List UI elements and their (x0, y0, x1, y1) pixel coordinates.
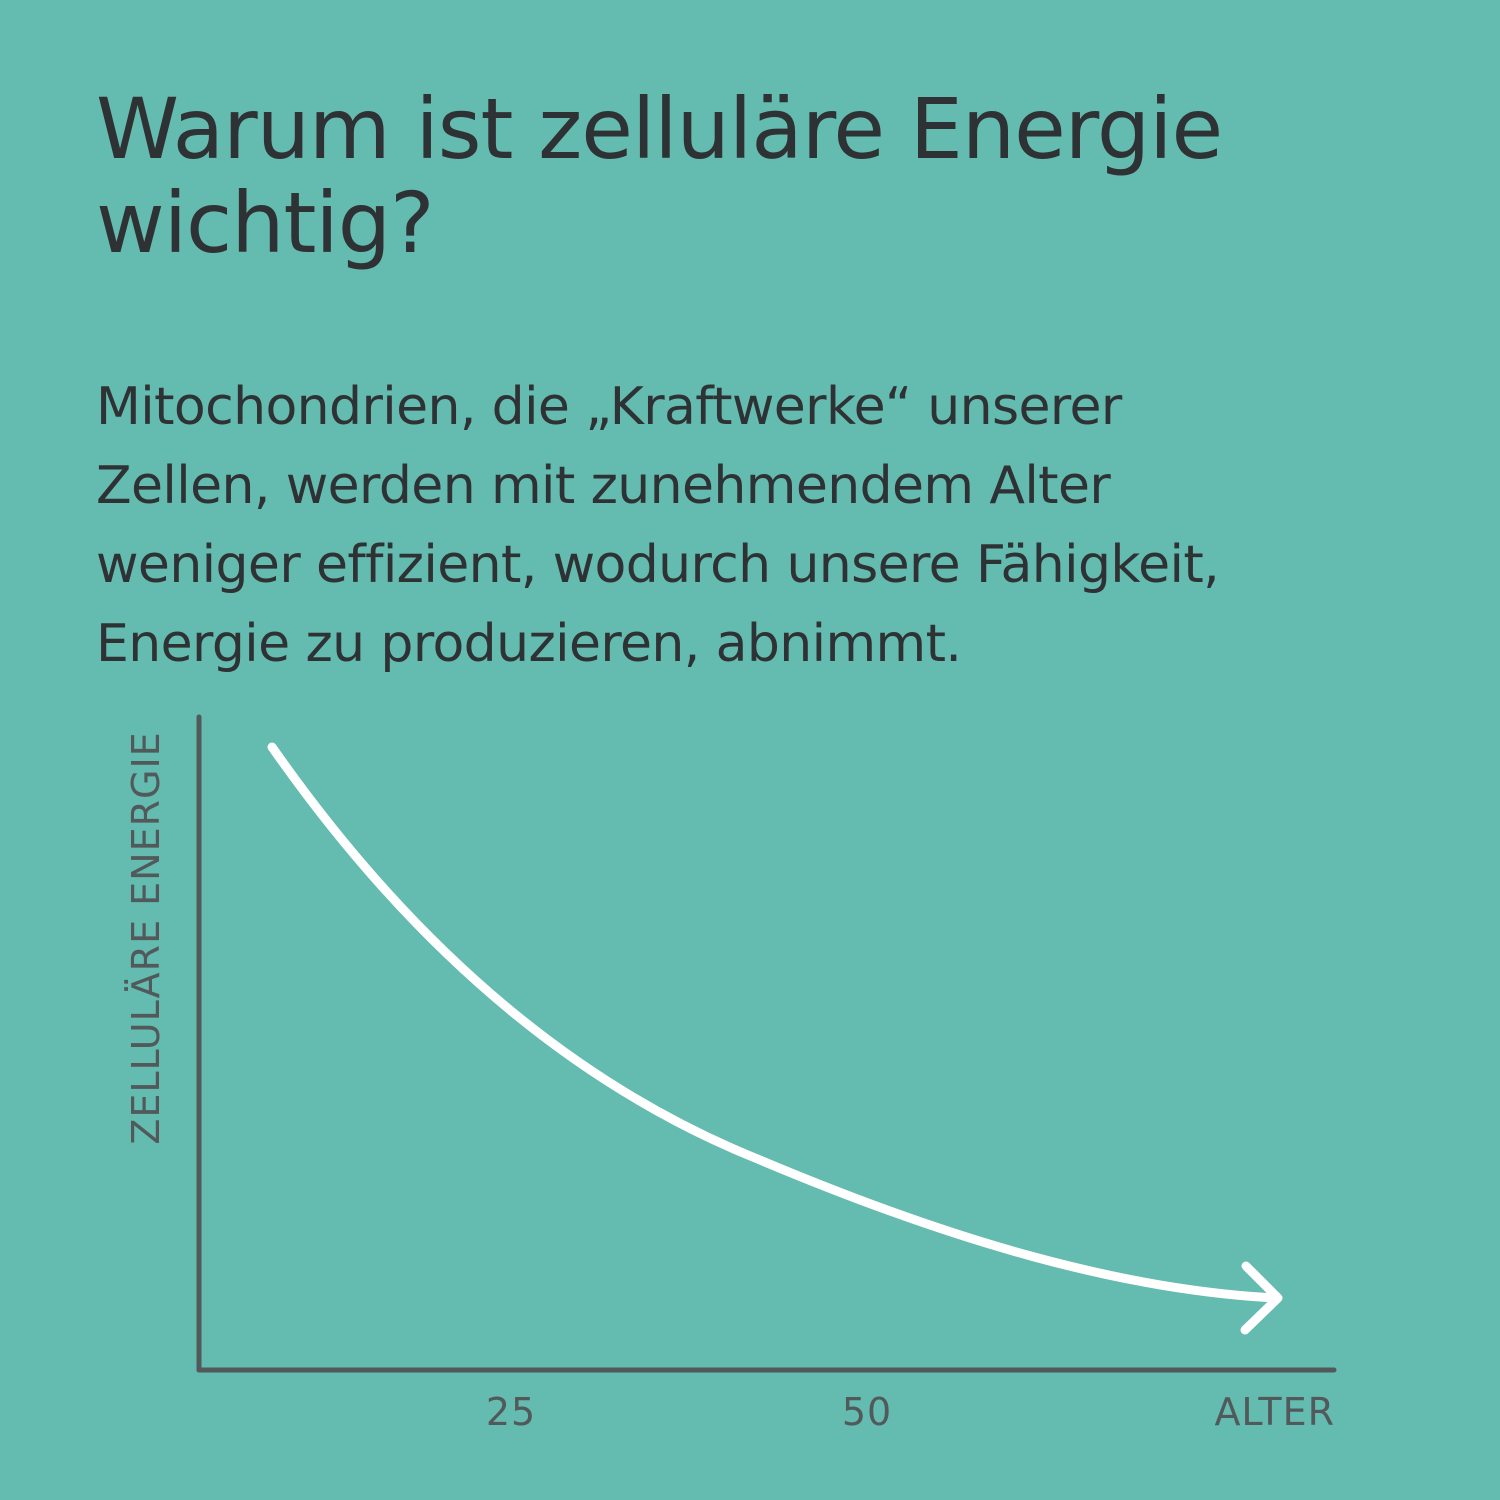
title-line-2: wichtig? (96, 174, 435, 272)
x-tick-25: 25 (485, 1390, 537, 1434)
page-title: Warum ist zelluläre Energie wichtig? (96, 82, 1436, 270)
body-line: Zellen, werden mit zunehmendem Alter (96, 456, 1111, 516)
body-line: Mitochondrien, die „Kraftwerke“ unserer (96, 377, 1122, 437)
body-paragraph: Mitochondrien, die „Kraftwerke“ unserer … (96, 368, 1436, 684)
body-line: Energie zu produzieren, abnimmt. (96, 614, 962, 674)
arrow-head-icon (1240, 1261, 1283, 1335)
y-axis-label: ZELLULÄRE ENERGIE (124, 731, 168, 1145)
energy-decline-curve (267, 742, 1281, 1303)
body-line: weniger effizient, wodurch unsere Fähigk… (96, 535, 1220, 595)
x-axis-label: ALTER (1214, 1390, 1335, 1434)
x-tick-50: 50 (841, 1390, 893, 1434)
title-line-1: Warum ist zelluläre Energie (96, 80, 1223, 178)
